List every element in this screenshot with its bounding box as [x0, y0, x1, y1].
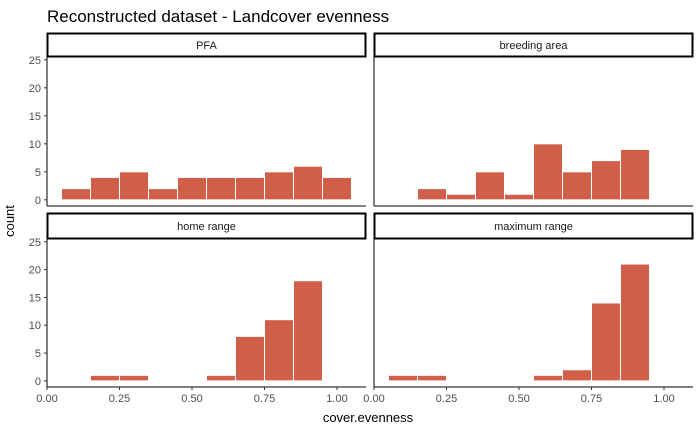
y-tick-label: 5 [35, 167, 41, 179]
histogram-bar [417, 374, 447, 382]
facet-panel: home range 0 5 10 15 20 25 0.00 0.25 0.50 0.75 1.00 [29, 212, 367, 405]
histogram-bar [90, 176, 120, 201]
x-tick-label: 0.50 [508, 393, 529, 405]
histogram-bar [446, 193, 476, 201]
histogram-bar [148, 188, 178, 201]
facet-panel: maximum range 0.00 0.25 0.50 0.75 1.00 [363, 212, 694, 405]
histogram-bar [562, 369, 592, 382]
x-tick-label: 0.25 [436, 393, 457, 405]
y-tick-label: 0 [35, 376, 41, 388]
y-tick-label: 20 [29, 83, 41, 95]
histogram-bar [293, 280, 323, 382]
histogram-bar [533, 143, 563, 201]
x-tick-label: 1.00 [326, 393, 347, 405]
facet-strip [46, 212, 367, 240]
x-tick-label: 0.75 [581, 393, 602, 405]
histogram-bar [591, 302, 621, 382]
histogram-bar [322, 176, 352, 201]
histogram-bar [504, 193, 534, 201]
facet-strip [46, 32, 367, 58]
histogram-bar [119, 374, 149, 382]
facet-strip-label: maximum range [494, 221, 573, 233]
x-tick-label: 0.75 [254, 393, 275, 405]
chart-title: Reconstructed dataset - Landcover evenne… [47, 7, 389, 26]
facet-panel: PFA 0 5 10 15 20 25 [29, 32, 367, 207]
histogram-bar [206, 374, 236, 382]
y-tick-label: 15 [29, 111, 41, 123]
y-axis-label: count [2, 205, 17, 237]
histogram-bar [177, 176, 207, 201]
facet-strip-label: breeding area [500, 40, 569, 52]
x-tick-label: 0.50 [181, 393, 202, 405]
x-axis-label: cover.evenness [323, 410, 414, 425]
histogram-bar [562, 171, 592, 201]
histogram-bar [264, 171, 294, 201]
y-tick-label: 15 [29, 292, 41, 304]
histogram-bar [620, 148, 650, 201]
y-tick-label: 20 [29, 265, 41, 277]
histogram-bar [591, 160, 621, 201]
facet-panel: breeding area [373, 32, 694, 207]
histogram-bar [119, 171, 149, 201]
y-tick-label: 25 [29, 55, 41, 67]
y-tick-label: 5 [35, 348, 41, 360]
x-tick-label: 1.00 [653, 393, 674, 405]
y-tick-label: 10 [29, 139, 41, 151]
facet-strip [373, 212, 694, 240]
histogram-bar [264, 319, 294, 382]
histogram-bar [533, 374, 563, 382]
histogram-bar [61, 188, 91, 201]
x-tick-label: 0.25 [109, 393, 130, 405]
y-tick-label: 0 [35, 195, 41, 207]
histogram-bar [206, 176, 236, 201]
facet-strip [373, 32, 694, 58]
facet-strip-label: home range [177, 221, 236, 233]
histogram-bar [235, 335, 265, 382]
facet-panels: PFA 0 5 10 15 20 25 breeding area home range 0 5 10… [29, 32, 694, 405]
histogram-bar [475, 171, 505, 201]
y-tick-label: 10 [29, 320, 41, 332]
histogram-bar [293, 165, 323, 201]
histogram-bar [90, 374, 120, 382]
y-tick-label: 25 [29, 237, 41, 249]
x-tick-label: 0.00 [36, 393, 57, 405]
facet-strip-label: PFA [196, 40, 217, 52]
histogram-bar [235, 176, 265, 201]
x-tick-label: 0.00 [363, 393, 384, 405]
histogram-bar [620, 263, 650, 382]
histogram-bar [388, 374, 418, 382]
histogram-bar [417, 188, 447, 201]
